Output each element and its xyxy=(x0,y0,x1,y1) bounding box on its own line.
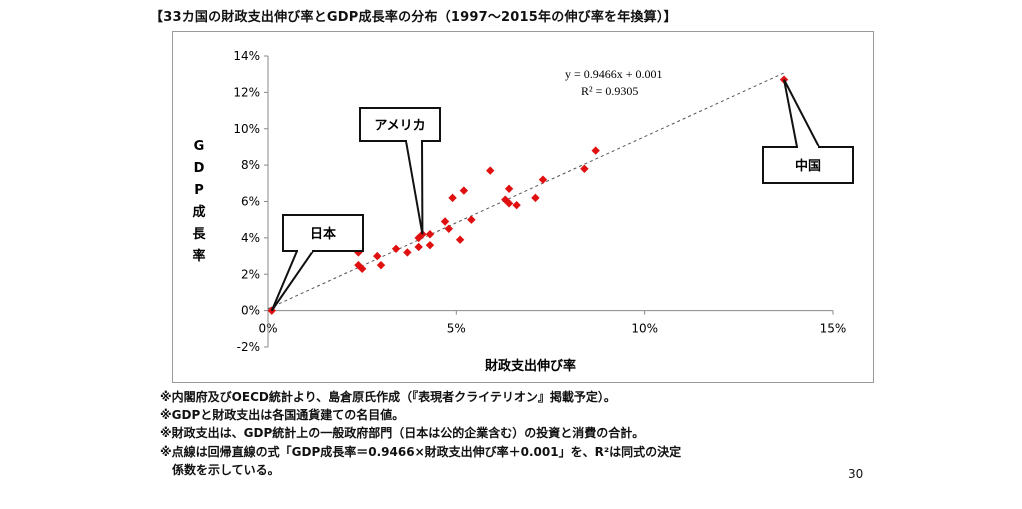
data-point xyxy=(444,224,453,233)
x-tick-label: 15% xyxy=(820,322,847,336)
x-axis-label: 財政支出伸び率 xyxy=(484,358,576,374)
data-points xyxy=(267,75,789,315)
r-squared-label: R² = 0.9305 xyxy=(581,84,638,98)
callout-label: 日本 xyxy=(310,226,336,242)
regression-equation: y = 0.9466x + 0.001 xyxy=(565,67,663,81)
y-axis-label-char: D xyxy=(194,161,205,176)
data-point xyxy=(455,235,465,244)
data-point xyxy=(414,242,423,252)
y-axis-label-char: G xyxy=(194,139,205,154)
y-axis-label: GDP成長率 xyxy=(192,139,206,264)
chart-frame: -2% 0% 2% 4% 6% 8% 10% 12% 14% 0% 5% 10% 15% 日本 アメリカ… xyxy=(172,31,874,383)
y-tick-label: 6% xyxy=(241,195,260,209)
y-tick-label: 8% xyxy=(241,158,260,172)
data-point xyxy=(531,193,540,203)
y-tick-label: 12% xyxy=(233,85,260,99)
data-point xyxy=(504,199,514,208)
y-axis-ticks: -2% 0% 2% 4% 6% 8% 10% 12% 14% xyxy=(233,49,268,354)
y-tick-label: 10% xyxy=(233,122,260,136)
callout-pointer xyxy=(270,250,315,312)
y-axis-label-char: P xyxy=(194,183,204,198)
footnote-line: ※点線は回帰直線の式「GDP成長率＝0.9466×財政支出伸び率＋0.001」を… xyxy=(160,445,682,459)
x-axis-ticks: 0% 5% 10% 15% xyxy=(258,310,847,336)
callout-1: アメリカ xyxy=(359,107,441,235)
data-point xyxy=(376,260,386,270)
page-number: 30 xyxy=(848,467,864,481)
footnote-line: ※財政支出は、GDP統計上の一般政府部門（日本は公的企業含む）の投資と消費の合計… xyxy=(160,426,645,440)
footnote-line: ※内閣府及びOECD統計より、島倉原氏作成（『表現者クライテリオン』掲載予定）。 xyxy=(160,390,616,404)
data-point xyxy=(425,230,435,239)
y-axis-label-char: 成 xyxy=(192,204,205,220)
data-point xyxy=(391,244,401,253)
data-point xyxy=(580,164,589,173)
data-point xyxy=(357,264,367,273)
data-point xyxy=(403,248,412,257)
slide-title: 【33カ国の財政支出伸び率とGDP成長率の分布（1997〜2015年の伸び率を年… xyxy=(150,10,677,25)
footnote-line: ※GDPと財政支出は各国通貨建ての名目値。 xyxy=(160,408,405,422)
data-point xyxy=(467,215,476,224)
callout-label: アメリカ xyxy=(374,119,425,134)
x-tick-label: 5% xyxy=(447,322,466,336)
scatter-chart: -2% 0% 2% 4% 6% 8% 10% 12% 14% 0% 5% 10% 15% 日本 アメリカ… xyxy=(192,49,854,374)
y-axis-label-char: 率 xyxy=(192,248,205,264)
data-point xyxy=(373,251,382,261)
y-tick-label: 2% xyxy=(241,267,260,281)
x-tick-label: 10% xyxy=(631,322,658,336)
data-point xyxy=(354,260,363,270)
data-point xyxy=(538,175,548,184)
callout-pointer xyxy=(404,140,424,235)
data-point xyxy=(486,166,495,175)
data-point xyxy=(448,193,457,203)
callout-box xyxy=(359,107,441,142)
callout-label: 中国 xyxy=(795,158,821,174)
regression-line xyxy=(267,72,785,310)
y-tick-label: 0% xyxy=(241,304,260,318)
data-point xyxy=(459,186,469,195)
data-point xyxy=(425,240,435,250)
callout-pointer xyxy=(783,79,821,148)
callout-0: 日本 xyxy=(270,214,364,312)
callout-box xyxy=(282,214,364,252)
footnote-line: 係数を示している。 xyxy=(160,463,280,477)
callout-2: 中国 xyxy=(762,79,854,184)
y-tick-label: -2% xyxy=(237,340,260,354)
data-point xyxy=(504,184,514,193)
y-tick-label: 4% xyxy=(241,231,260,245)
data-point xyxy=(512,200,521,210)
data-point xyxy=(591,146,600,155)
y-tick-label: 14% xyxy=(233,49,260,63)
data-point xyxy=(440,217,450,226)
y-axis-label-char: 長 xyxy=(192,227,206,242)
